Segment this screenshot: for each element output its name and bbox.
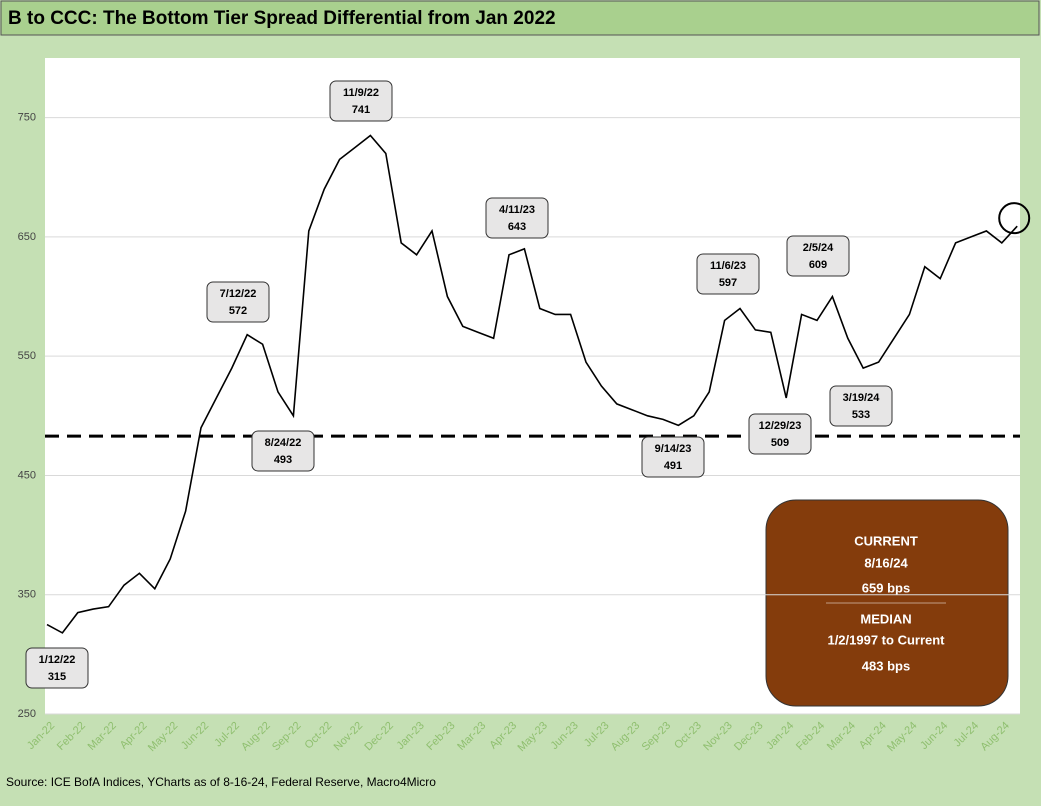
x-tick-label: Jun-23 [549,720,581,752]
annotation-value: 491 [664,460,682,472]
annotation: 4/11/23 643 [485,197,549,239]
annotation: 7/12/22 572 [206,281,270,323]
x-tick-label: Jul-23 [582,720,612,750]
annotation-box [829,385,893,427]
x-tick-label: Aug-23 [609,720,643,754]
annotation: 8/24/22 493 [251,430,315,472]
annotation-value: 643 [508,221,526,233]
y-tick-label: 450 [18,469,36,481]
y-tick-label: 750 [18,112,36,124]
x-tick-label: Feb-23 [424,720,457,753]
x-tick-label: Feb-24 [794,720,827,753]
annotation-date: 7/12/22 [220,288,257,300]
annotation-value: 572 [229,305,247,317]
source: Source: ICE BofA Indices, YCharts as of … [6,775,436,789]
annotation-value: 597 [719,277,737,289]
x-tick-label: May-24 [885,720,919,754]
x-tick-label: Apr-23 [487,720,519,752]
x-tick-label: Jul-22 [212,720,242,750]
annotation: 11/6/23 597 [696,253,760,295]
annotation: 1/12/22 315 [25,647,89,689]
annotation-date: 4/11/23 [499,204,535,216]
annotation: 2/5/24 609 [786,235,850,277]
info-text: MEDIAN [860,611,911,626]
annotation-value: 493 [274,454,292,466]
annotation-date: 12/29/23 [759,420,802,432]
x-tick-label: Aug-24 [978,720,1012,754]
info-text: CURRENT [854,533,918,548]
y-tick-label: 350 [18,589,36,601]
annotation: 3/19/24 533 [829,385,893,427]
annotation-value: 315 [48,671,66,683]
annotation-box [329,80,393,122]
x-tick-label: Mar-24 [825,720,858,753]
x-tick-label: Sep-23 [640,720,674,754]
x-tick-label: Mar-22 [86,720,119,753]
info-text: 659 bps [862,580,910,595]
x-tick-label: May-23 [516,720,550,754]
annotation-box [696,253,760,295]
x-tick-label: Nov-23 [701,720,735,754]
x-tick-label: Jun-22 [179,720,211,752]
annotation-date: 2/5/24 [803,242,834,254]
x-tick-label: Nov-22 [332,720,366,754]
x-tick-label: Jun-24 [918,720,950,752]
annotation-box [206,281,270,323]
x-tick-label: Jan-24 [764,720,796,752]
annotation-date: 11/9/22 [343,87,379,99]
x-tick-label: Dec-23 [732,720,766,754]
chart-title: B to CCC: The Bottom Tier Spread Differe… [8,8,556,29]
y-tick-label: 550 [18,350,36,362]
x-tick-label: Sep-22 [270,720,304,754]
x-tick-label: Jul-24 [951,720,981,750]
x-tick-label: Oct-22 [303,720,335,752]
data-line [46,134,1018,634]
info-text: 1/2/1997 to Current [827,632,945,647]
annotation-date: 11/6/23 [710,260,746,272]
annotation-date: 3/19/24 [843,392,881,404]
annotation-box [251,430,315,472]
annotation-date: 9/14/23 [655,443,692,455]
annotation-box [786,235,850,277]
x-tick-label: May-22 [146,720,180,754]
x-tick-label: Oct-23 [672,720,704,752]
x-tick-label: Feb-22 [55,720,88,753]
x-tick-label: Dec-22 [362,720,396,754]
annotation: 11/9/22 741 [329,80,393,122]
x-tick-label: Apr-24 [857,720,889,752]
annotation-value: 609 [809,259,827,271]
info-text: 483 bps [862,658,910,673]
annotation-box [641,436,705,478]
annotation-value: 741 [352,104,370,116]
y-tick-label: 250 [18,708,36,720]
x-tick-label: Jan-22 [25,720,57,752]
annotation-date: 1/12/22 [39,654,76,666]
current-marker [998,202,1031,235]
annotation-date: 8/24/22 [265,437,302,449]
annotation-box [25,647,89,689]
annotation: 12/29/23 509 [748,413,812,455]
info-text: 8/16/24 [864,555,908,570]
annotation-value: 509 [771,437,789,449]
annotation-value: 533 [852,409,870,421]
x-tick-label: Jan-23 [395,720,427,752]
x-tick-label: Mar-23 [455,720,488,753]
annotation-box [485,197,549,239]
title-bar [0,0,1040,36]
annotation-box [748,413,812,455]
x-tick-label: Aug-22 [239,720,273,754]
annotation: 9/14/23 491 [641,436,705,478]
x-tick-label: Apr-22 [118,720,150,752]
y-tick-label: 650 [18,231,36,243]
